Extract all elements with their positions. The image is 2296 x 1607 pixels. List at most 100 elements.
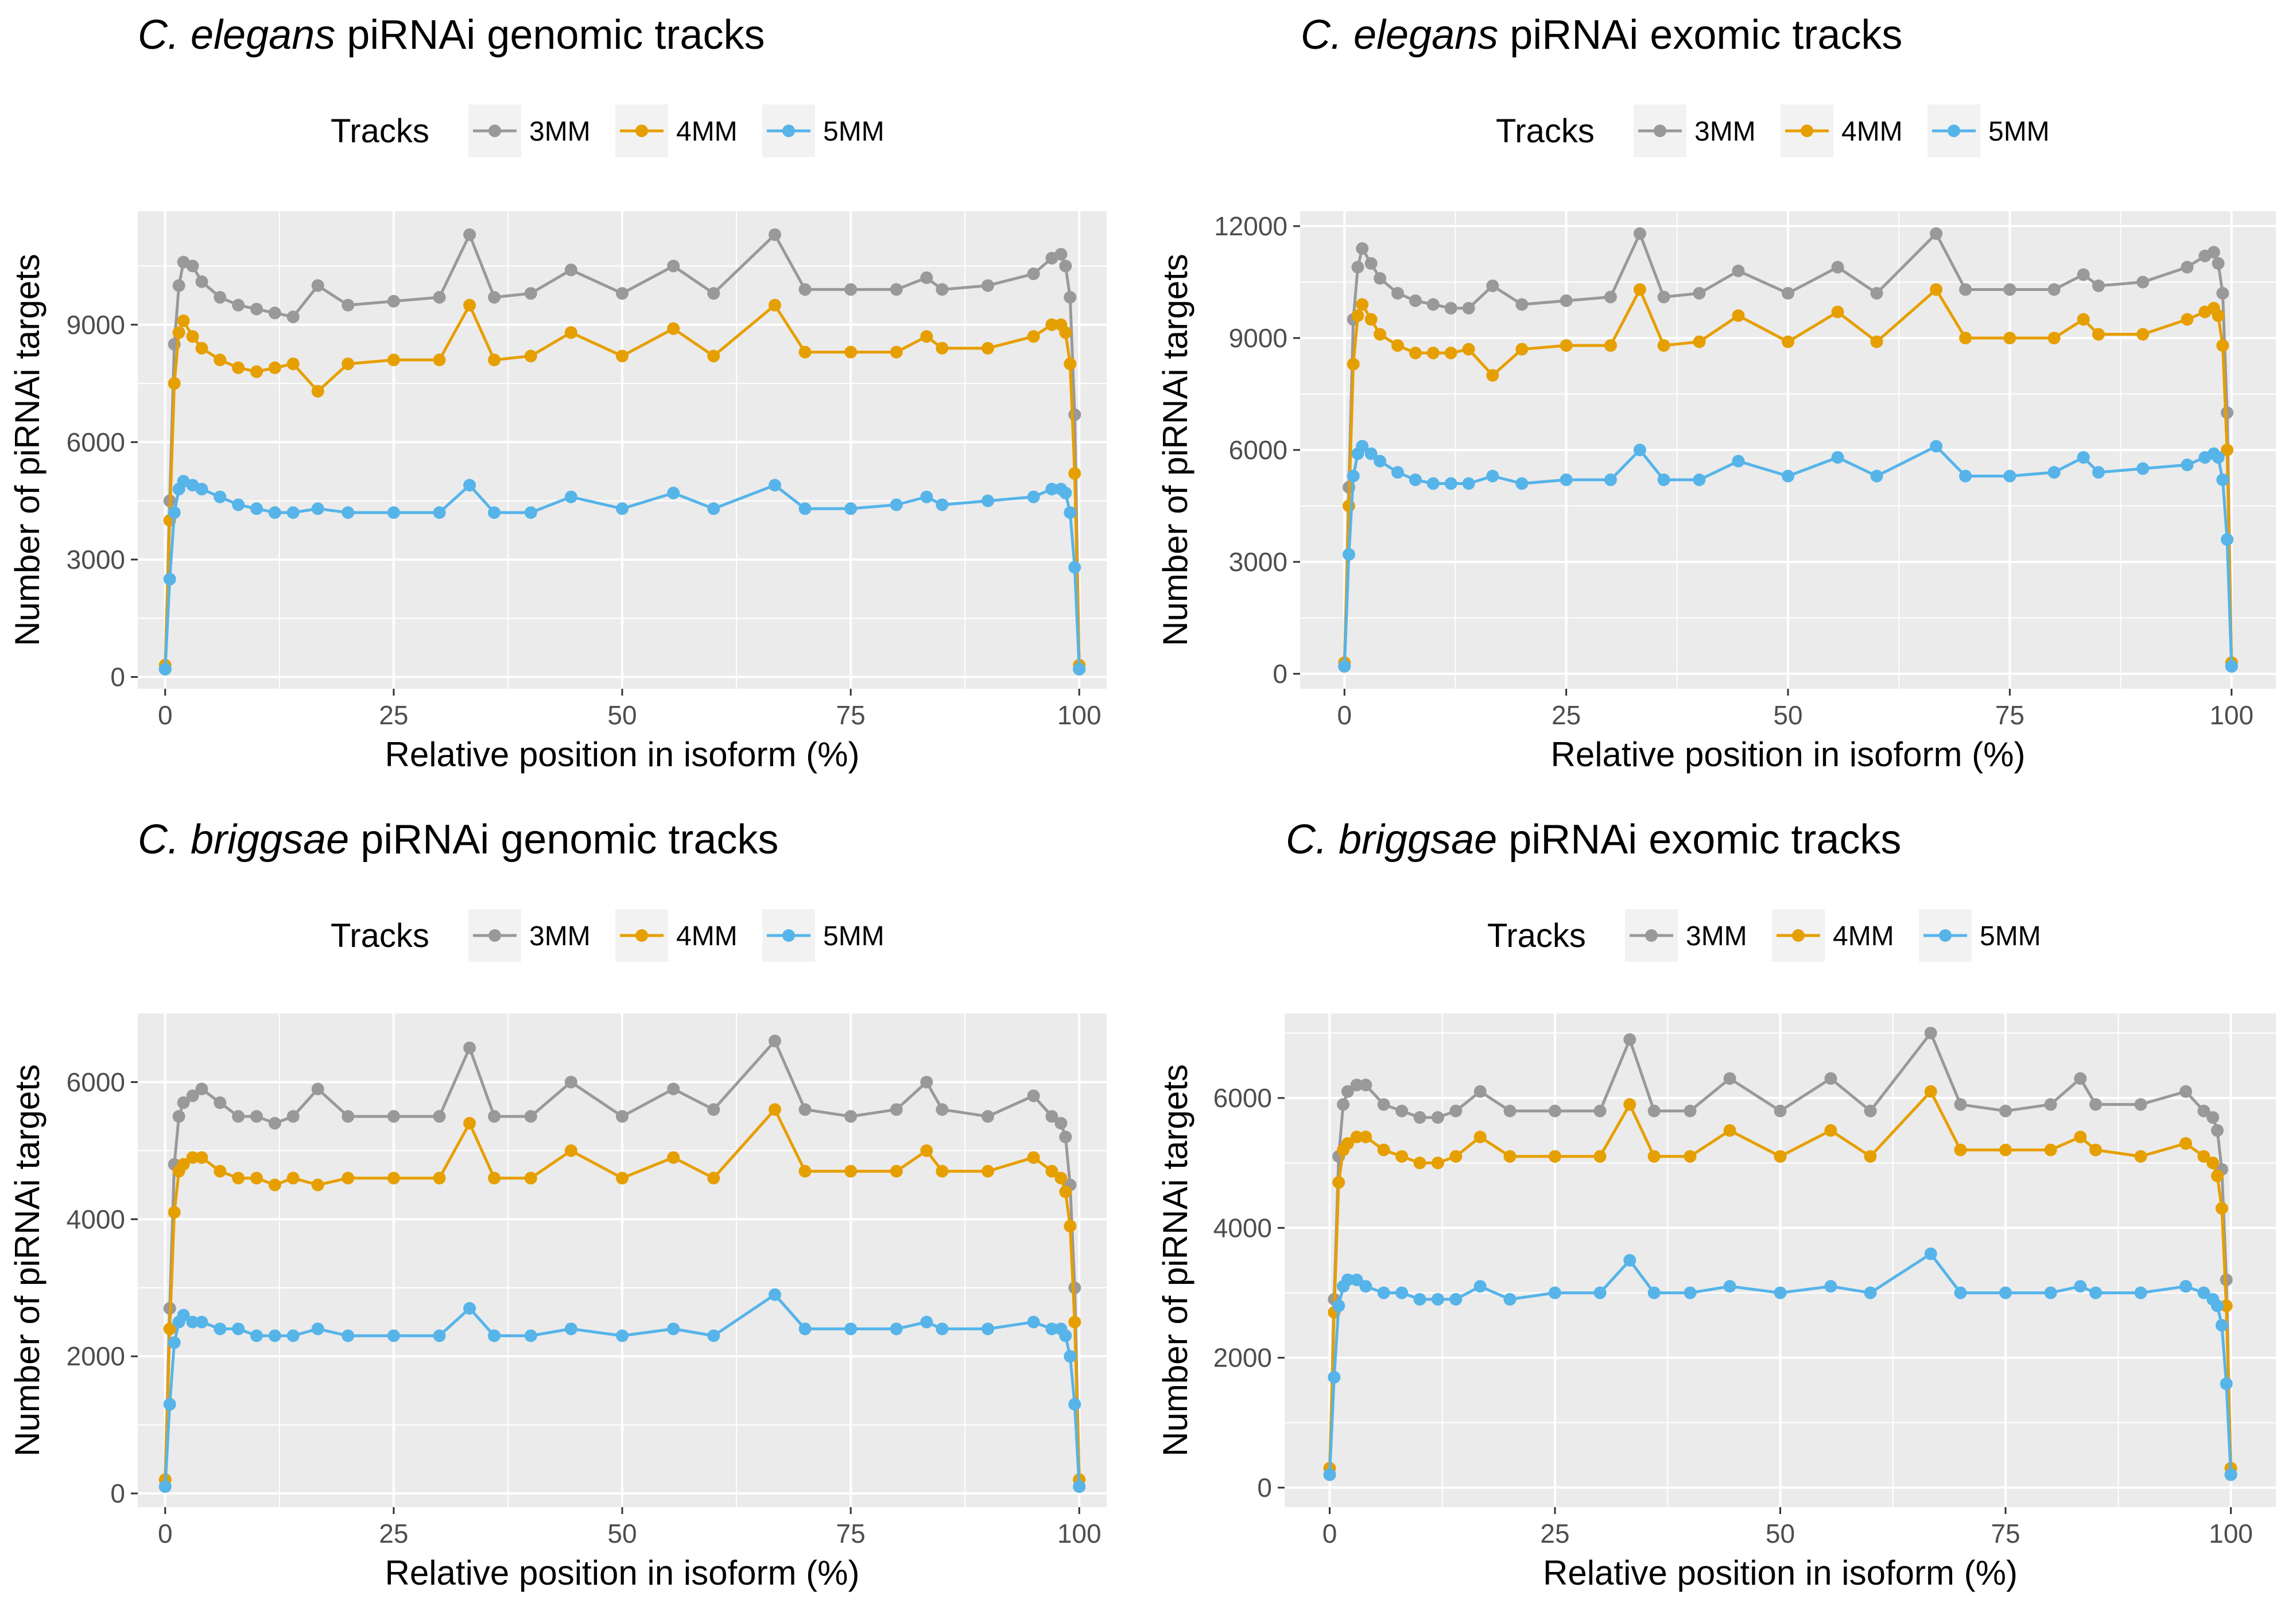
data-point <box>1444 477 1457 490</box>
x-tick-label: 0 <box>158 700 173 730</box>
series-4mm <box>158 298 1086 672</box>
data-point <box>2220 1299 2233 1313</box>
data-point <box>2089 1286 2102 1299</box>
data-point <box>2212 451 2225 464</box>
data-point <box>186 1315 199 1329</box>
data-point <box>1723 1280 1736 1293</box>
data-point <box>488 1329 501 1342</box>
data-point <box>1604 473 1617 486</box>
data-point <box>1350 1078 1363 1092</box>
data-point <box>342 1329 355 1342</box>
data-point <box>1473 1131 1487 1143</box>
data-point <box>1623 1033 1636 1046</box>
x-tick-label: 75 <box>1991 1519 2020 1548</box>
series-3mm <box>1323 1026 2237 1481</box>
data-point <box>768 479 781 492</box>
x-axis-title: Relative position in isoform (%) <box>385 735 860 774</box>
y-axis-title: Number of piRNAi targets <box>1156 254 1194 646</box>
data-point <box>2179 1137 2192 1150</box>
y-tick-label: 2000 <box>1213 1343 1272 1373</box>
data-point <box>2089 1143 2102 1156</box>
y-tick-label: 0 <box>110 1478 125 1508</box>
data-point <box>1323 1468 1336 1481</box>
data-point <box>387 1171 400 1185</box>
data-point <box>844 346 858 359</box>
legend: Tracks 3MM 4MM 5MM <box>1496 104 2050 157</box>
data-point <box>250 365 263 378</box>
data-point <box>172 279 185 292</box>
series-3mm <box>158 1034 1086 1486</box>
data-point <box>2047 332 2061 344</box>
data-point <box>707 1329 720 1342</box>
data-point <box>1462 477 1475 490</box>
data-point <box>564 1144 577 1157</box>
data-point <box>2221 406 2233 419</box>
data-point <box>890 283 903 296</box>
data-point <box>186 259 199 273</box>
data-point <box>1027 1089 1040 1103</box>
data-point <box>524 350 537 363</box>
data-point <box>1959 469 1972 483</box>
y-axis: 0 2000 4000 6000 <box>67 1067 138 1508</box>
data-point <box>524 1329 537 1342</box>
data-point <box>564 263 577 277</box>
data-point <box>1054 248 1068 261</box>
data-point <box>1413 1292 1426 1306</box>
data-point <box>667 1322 680 1336</box>
data-point <box>1059 326 1072 339</box>
data-point <box>286 1110 300 1123</box>
data-point <box>2092 280 2105 292</box>
data-point <box>890 498 903 511</box>
data-point <box>1341 1085 1354 1098</box>
data-point <box>2136 275 2150 289</box>
series-5mm <box>1323 1247 2237 1481</box>
data-point <box>1864 1104 1877 1117</box>
data-point <box>286 1171 300 1185</box>
data-point <box>214 1322 227 1336</box>
data-point <box>2092 328 2105 341</box>
data-point <box>268 1178 281 1191</box>
data-point <box>1999 1104 2012 1117</box>
legend-label-5mm: 5MM <box>1988 117 2050 147</box>
data-point <box>1486 280 1499 292</box>
y-tick-label: 0 <box>110 662 125 692</box>
y-axis: 0 2000 4000 6000 <box>1213 1083 1285 1503</box>
legend: Tracks 3MM 4MM 5MM <box>331 909 885 962</box>
data-point <box>920 330 933 343</box>
data-point <box>2134 1286 2147 1299</box>
y-tick-label: 6000 <box>1229 435 1287 465</box>
data-point <box>488 1171 501 1185</box>
data-point <box>1999 1286 2012 1299</box>
data-point <box>232 1110 245 1123</box>
data-point <box>1503 1104 1517 1117</box>
data-point <box>1824 1124 1837 1137</box>
data-point <box>250 1171 263 1185</box>
data-point <box>387 354 400 367</box>
data-point <box>707 287 720 300</box>
data-point <box>1954 1143 1967 1156</box>
legend-key-point <box>782 929 795 942</box>
data-point <box>1930 227 1943 240</box>
data-point <box>1864 1286 1877 1299</box>
data-point <box>844 502 858 515</box>
data-point <box>524 1171 537 1185</box>
data-point <box>1351 309 1364 322</box>
data-point <box>920 1076 933 1089</box>
x-axis: 0 25 50 75 100 <box>158 1507 1102 1548</box>
x-axis-title: Relative position in isoform (%) <box>1551 735 2026 774</box>
data-point <box>158 1480 172 1493</box>
data-point <box>2220 1377 2233 1390</box>
data-point <box>1959 332 1972 344</box>
data-point <box>936 341 949 355</box>
y-axis: 0 3000 6000 9000 <box>67 310 138 692</box>
data-point <box>1549 1150 1561 1163</box>
data-point <box>1593 1150 1607 1163</box>
x-tick-label: 25 <box>379 1519 408 1548</box>
data-point <box>163 1398 176 1411</box>
data-point <box>158 662 172 676</box>
data-point <box>1045 1165 1058 1178</box>
legend-key-point <box>635 125 648 137</box>
x-tick-label: 0 <box>1337 700 1352 730</box>
data-point <box>890 346 903 359</box>
